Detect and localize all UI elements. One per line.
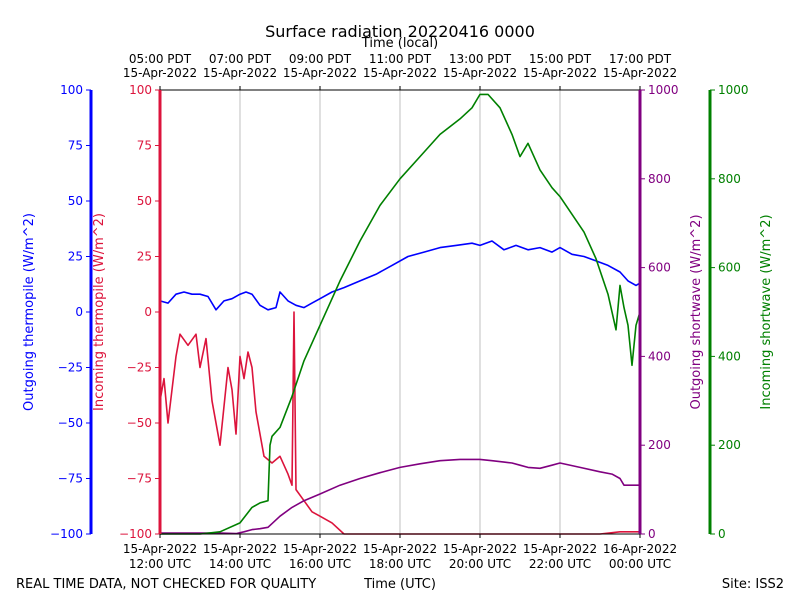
top-tick-time: 15:00 PDT xyxy=(529,52,592,66)
axis-label: Outgoing shortwave (W/m^2) xyxy=(689,214,704,409)
top-axis-label: Time (local) xyxy=(361,36,438,51)
axis-tick-label: 0 xyxy=(75,305,83,319)
axis-tick-label: 25 xyxy=(137,250,152,264)
axes: 100 75 50 25 0 −25 −50 −75 −100 Outgoing thermopi… xyxy=(22,83,774,541)
axis-tick-label: 400 xyxy=(648,349,671,363)
axis-tick-label: 100 xyxy=(60,83,83,97)
axis-tick-label: 50 xyxy=(68,194,83,208)
top-tick-time: 09:00 PDT xyxy=(289,52,352,66)
axis-incoming-thermopile: 100 75 50 25 0 −25 −50 −75 −100 Incoming thermopi… xyxy=(92,83,162,541)
bottom-tick-date: 16-Apr-2022 xyxy=(603,542,677,556)
bottom-tick-date: 15-Apr-2022 xyxy=(363,542,437,556)
top-tick-time: 07:00 PDT xyxy=(209,52,272,66)
axis-tick-label: −25 xyxy=(58,361,83,375)
axis-tick-label: 400 xyxy=(718,349,741,363)
axis-label: Incoming thermopile (W/m^2) xyxy=(92,213,107,411)
axis-tick-label: −75 xyxy=(127,472,152,486)
axis-tick-label: 75 xyxy=(68,139,83,153)
axis-tick-label: 25 xyxy=(68,250,83,264)
axis-tick-label: −50 xyxy=(127,416,152,430)
axis-tick-label: 200 xyxy=(718,438,741,452)
axis-tick-label: −100 xyxy=(50,527,83,541)
series-line-outgoing-thermopile xyxy=(159,240,641,311)
bottom-tick-time: 14:00 UTC xyxy=(209,557,271,571)
series-line-outgoing-shortwave xyxy=(160,458,640,535)
top-tick-date: 15-Apr-2022 xyxy=(603,66,677,80)
axis-tick-label: 0 xyxy=(648,527,656,541)
series-line-incoming-shortwave xyxy=(160,93,641,535)
axis-tick-label: 0 xyxy=(718,527,726,541)
top-tick-date: 15-Apr-2022 xyxy=(523,66,597,80)
bottom-tick-date: 15-Apr-2022 xyxy=(283,542,357,556)
top-tick-time: 17:00 PDT xyxy=(609,52,672,66)
bottom-tick-date: 15-Apr-2022 xyxy=(203,542,277,556)
quality-disclaimer: REAL TIME DATA, NOT CHECKED FOR QUALITY xyxy=(16,577,316,592)
top-tick-date: 15-Apr-2022 xyxy=(123,66,197,80)
top-tick-date: 15-Apr-2022 xyxy=(203,66,277,80)
top-tick-time: 11:00 PDT xyxy=(369,52,432,66)
top-tick-time: 05:00 PDT xyxy=(129,52,192,66)
bottom-tick-date: 15-Apr-2022 xyxy=(443,542,517,556)
axis-incoming-shortwave: 1000 800 600 400 200 0 Incoming shortwave (W/m… xyxy=(708,83,774,541)
axis-outgoing-thermopile: 100 75 50 25 0 −25 −50 −75 −100 Outgoing thermopi… xyxy=(22,83,93,541)
top-tick-date: 15-Apr-2022 xyxy=(443,66,517,80)
axis-tick-label: −25 xyxy=(127,361,152,375)
axis-tick-label: 600 xyxy=(718,261,741,275)
bottom-tick-time: 20:00 UTC xyxy=(449,557,511,571)
axis-tick-label: −50 xyxy=(58,416,83,430)
bottom-tick-time: 00:00 UTC xyxy=(609,557,671,571)
axis-tick-label: 1000 xyxy=(718,83,749,97)
site-label: Site: ISS2 xyxy=(722,577,784,592)
axis-label: Incoming shortwave (W/m^2) xyxy=(759,214,774,409)
axis-tick-label: 1000 xyxy=(648,83,679,97)
bottom-tick-time: 12:00 UTC xyxy=(129,557,191,571)
axis-outgoing-shortwave: 1000 800 600 400 200 0 Outgoing shortwave (W/m… xyxy=(638,83,704,541)
axis-tick-label: 800 xyxy=(648,172,671,186)
top-tick-date: 15-Apr-2022 xyxy=(283,66,357,80)
bottom-tick-date: 15-Apr-2022 xyxy=(523,542,597,556)
axis-tick-label: 600 xyxy=(648,261,671,275)
top-tick-time: 13:00 PDT xyxy=(449,52,512,66)
bottom-tick-time: 18:00 UTC xyxy=(369,557,431,571)
axis-tick-label: −75 xyxy=(58,472,83,486)
axis-tick-label: 200 xyxy=(648,438,671,452)
axis-tick-label: 100 xyxy=(129,83,152,97)
bottom-tick-date: 15-Apr-2022 xyxy=(123,542,197,556)
top-tick-date: 15-Apr-2022 xyxy=(363,66,437,80)
axis-tick-label: 800 xyxy=(718,172,741,186)
bottom-tick-time: 16:00 UTC xyxy=(289,557,351,571)
axis-tick-label: 75 xyxy=(137,139,152,153)
axis-tick-label: 0 xyxy=(144,305,152,319)
axis-label: Outgoing thermopile (W/m^2) xyxy=(22,213,37,411)
bottom-axis-label: Time (UTC) xyxy=(363,577,436,592)
axis-tick-label: 50 xyxy=(137,194,152,208)
axis-tick-label: −100 xyxy=(119,527,152,541)
bottom-tick-time: 22:00 UTC xyxy=(529,557,591,571)
chart-title: Surface radiation 20220416 0000 xyxy=(265,22,535,41)
